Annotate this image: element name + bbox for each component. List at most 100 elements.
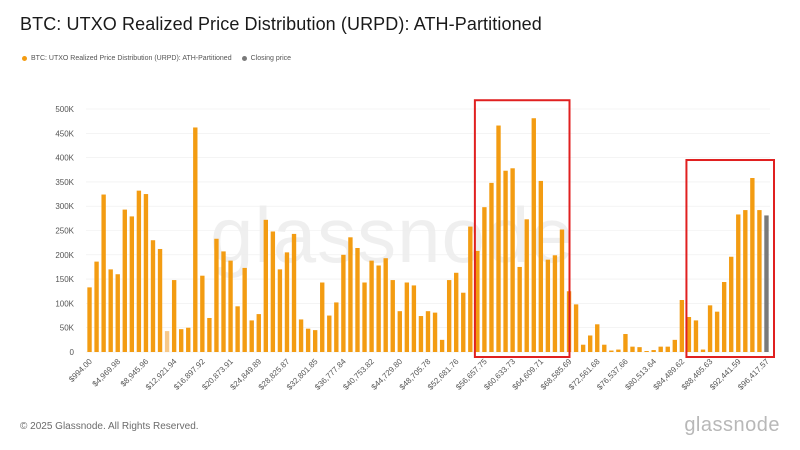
- bar: [355, 247, 360, 352]
- bar: [707, 305, 713, 352]
- bar: [602, 344, 607, 352]
- bar: [263, 219, 269, 352]
- legend-label-urpd: BTC: UTXO Realized Price Distribution (U…: [31, 55, 232, 62]
- bar: [157, 248, 163, 352]
- bar: [700, 349, 706, 352]
- bar: [524, 219, 529, 352]
- highlight-box: [473, 99, 571, 358]
- y-tick-label: 200K: [55, 251, 74, 260]
- x-tick-label: $4,969.98: [91, 357, 123, 389]
- bar: [665, 346, 670, 352]
- bar: [207, 317, 212, 352]
- bar: [115, 274, 120, 352]
- bar: [101, 194, 106, 352]
- bar: [432, 312, 438, 352]
- bar: [729, 256, 734, 352]
- bar: [305, 328, 311, 352]
- bar: [552, 255, 558, 352]
- bar: [609, 350, 614, 352]
- highlight-box: [685, 159, 775, 358]
- y-tick-label: 400K: [55, 154, 74, 163]
- bar: [489, 182, 494, 352]
- bar: [122, 209, 127, 352]
- bar: [404, 282, 410, 352]
- legend-swatch-closing-price: [241, 56, 247, 61]
- bar: [369, 260, 374, 352]
- bar: [587, 335, 593, 352]
- legend-item-closing-price[interactable]: Closing price: [241, 55, 292, 62]
- bar: [221, 251, 226, 352]
- bar: [461, 292, 466, 352]
- bar: [228, 260, 233, 352]
- bar: [482, 207, 487, 352]
- bar: [235, 306, 240, 352]
- bar: [496, 125, 501, 352]
- bar: [327, 315, 332, 352]
- bar: [721, 282, 727, 352]
- bar: [277, 269, 283, 352]
- y-tick-label: 500K: [55, 105, 74, 114]
- bar: [87, 287, 92, 352]
- bar: [743, 210, 748, 352]
- bar: [503, 170, 508, 352]
- bar: [644, 351, 649, 352]
- x-tick-label: $96,417.57: [736, 357, 771, 392]
- y-tick-label: 300K: [55, 202, 74, 211]
- bar: [129, 216, 135, 352]
- bar: [383, 258, 388, 352]
- bar: [623, 334, 628, 352]
- bar: [390, 280, 395, 352]
- x-tick-label: $994.00: [67, 357, 94, 384]
- bar: [693, 320, 699, 352]
- chart-title: BTC: UTXO Realized Price Distribution (U…: [20, 14, 542, 34]
- y-tick-label: 350K: [55, 178, 74, 187]
- bar: [475, 250, 480, 352]
- bar: [672, 339, 677, 352]
- bar: [179, 329, 184, 352]
- bar: [545, 259, 551, 352]
- bar: [411, 285, 417, 352]
- bar: [256, 314, 261, 352]
- legend: BTC: UTXO Realized Price Distribution (U…: [22, 55, 291, 62]
- bar: [186, 327, 191, 352]
- bar: [630, 346, 635, 352]
- bar: [658, 346, 663, 352]
- y-tick-label: 0: [70, 348, 75, 357]
- y-tick-label: 450K: [55, 129, 74, 138]
- bar: [616, 349, 621, 352]
- bar: [200, 275, 205, 352]
- bar: [418, 316, 424, 352]
- bar: [320, 282, 325, 352]
- bar: [164, 331, 170, 352]
- bar: [214, 238, 219, 352]
- bar: [580, 344, 586, 352]
- y-tick-label: 50K: [60, 324, 75, 333]
- bar: [150, 240, 156, 352]
- bar: [341, 254, 346, 352]
- bar: [517, 266, 522, 352]
- bar: [559, 229, 565, 352]
- y-tick-label: 250K: [55, 227, 74, 236]
- bar: [573, 304, 579, 352]
- bar: [362, 282, 367, 352]
- bar: [454, 272, 459, 352]
- bar: [94, 261, 99, 352]
- bar: [686, 317, 692, 352]
- bar: [595, 324, 600, 352]
- bar: [637, 347, 642, 352]
- bar: [736, 214, 741, 352]
- bar: [531, 118, 536, 352]
- bar: [510, 168, 515, 352]
- copyright-text: © 2025 Glassnode. All Rights Reserved.: [20, 421, 199, 432]
- bar: [242, 267, 247, 352]
- legend-item-urpd[interactable]: BTC: UTXO Realized Price Distribution (U…: [22, 55, 232, 62]
- bar: [249, 320, 254, 352]
- legend-label-closing-price: Closing price: [250, 55, 292, 62]
- bar: [348, 237, 353, 352]
- bar: [679, 299, 685, 352]
- bar: [439, 339, 445, 352]
- y-tick-label: 100K: [55, 299, 74, 308]
- bar: [171, 280, 177, 352]
- bar: [284, 252, 290, 352]
- bar: [108, 269, 113, 352]
